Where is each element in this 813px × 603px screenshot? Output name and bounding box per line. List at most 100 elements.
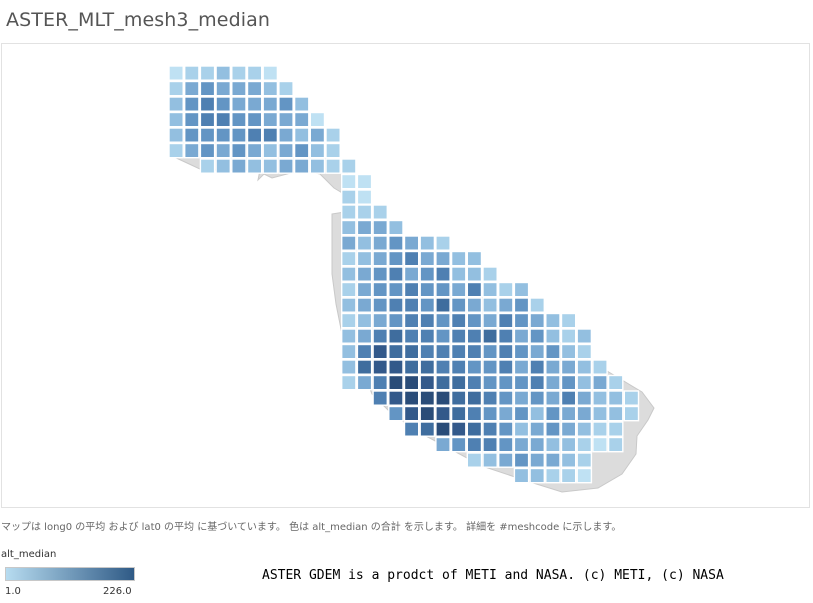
mesh-cell[interactable] xyxy=(372,343,389,360)
mesh-cell[interactable] xyxy=(262,96,279,112)
mesh-cell[interactable] xyxy=(403,281,420,298)
mesh-cell[interactable] xyxy=(498,405,514,422)
mesh-cell[interactable] xyxy=(199,142,216,159)
mesh-cell[interactable] xyxy=(529,452,545,468)
mesh-cell[interactable] xyxy=(498,297,514,313)
mesh-cell[interactable] xyxy=(560,405,577,422)
mesh-cell[interactable] xyxy=(356,359,373,375)
mesh-cell[interactable] xyxy=(466,421,483,437)
mesh-cell[interactable] xyxy=(482,343,498,360)
mesh-cell[interactable] xyxy=(403,250,420,267)
mesh-cell[interactable] xyxy=(388,250,404,267)
mesh-cell[interactable] xyxy=(560,343,577,360)
mesh-cell[interactable] xyxy=(576,374,593,391)
mesh-cell[interactable] xyxy=(607,374,624,391)
mesh-cell[interactable] xyxy=(403,359,420,375)
mesh-cell[interactable] xyxy=(419,297,436,313)
mesh-cell[interactable] xyxy=(231,158,247,174)
mesh-cell[interactable] xyxy=(388,312,404,329)
mesh-cell[interactable] xyxy=(592,405,608,422)
mesh-cell[interactable] xyxy=(341,328,357,344)
mesh-cell[interactable] xyxy=(560,421,577,437)
mesh-cell[interactable] xyxy=(388,390,404,406)
mesh-cell[interactable] xyxy=(403,390,420,406)
mesh-cell[interactable] xyxy=(403,374,420,391)
mesh-cell[interactable] xyxy=(246,96,263,112)
mesh-cell[interactable] xyxy=(419,374,436,391)
mesh-cell[interactable] xyxy=(341,204,357,220)
mesh-cell[interactable] xyxy=(498,452,514,468)
mesh-cell[interactable] xyxy=(231,127,247,143)
mesh-cell[interactable] xyxy=(356,328,373,344)
mesh-cell[interactable] xyxy=(482,390,498,406)
mesh-cell[interactable] xyxy=(262,127,279,143)
mesh-cell[interactable] xyxy=(498,421,514,437)
mesh-cell[interactable] xyxy=(466,374,483,391)
mesh-cell[interactable] xyxy=(435,328,451,344)
mesh-cell[interactable] xyxy=(372,235,389,251)
mesh-cell[interactable] xyxy=(325,158,341,174)
mesh-cell[interactable] xyxy=(560,436,577,453)
mesh-cell[interactable] xyxy=(513,297,530,313)
mesh-cell[interactable] xyxy=(607,390,624,406)
mesh-cell[interactable] xyxy=(231,111,247,128)
mesh-cell[interactable] xyxy=(529,436,545,453)
mesh-cell[interactable] xyxy=(576,436,593,453)
mesh-cell[interactable] xyxy=(482,359,498,375)
mesh-cell[interactable] xyxy=(372,250,389,267)
mesh-cell[interactable] xyxy=(513,312,530,329)
mesh-cell[interactable] xyxy=(560,312,577,329)
mesh-cell[interactable] xyxy=(215,127,232,143)
mesh-cell[interactable] xyxy=(560,390,577,406)
mesh-cell[interactable] xyxy=(215,158,232,174)
mesh-cell[interactable] xyxy=(529,312,545,329)
map-panel[interactable] xyxy=(1,43,810,508)
mesh-cell[interactable] xyxy=(529,421,545,437)
mesh-cell[interactable] xyxy=(168,111,184,128)
mesh-cell[interactable] xyxy=(529,390,545,406)
mesh-cell[interactable] xyxy=(372,297,389,313)
mesh-cell[interactable] xyxy=(466,343,483,360)
mesh-cell[interactable] xyxy=(498,281,514,298)
mesh-cell[interactable] xyxy=(513,328,530,344)
mesh-cell[interactable] xyxy=(293,96,310,112)
mesh-cell[interactable] xyxy=(262,111,279,128)
mesh-cell[interactable] xyxy=(623,405,640,422)
mesh-cell[interactable] xyxy=(607,405,624,422)
mesh-cell[interactable] xyxy=(482,421,498,437)
mesh-cell[interactable] xyxy=(450,374,467,391)
mesh-cell[interactable] xyxy=(356,297,373,313)
mesh-cell[interactable] xyxy=(246,80,263,97)
mesh-cell[interactable] xyxy=(529,405,545,422)
mesh-cell[interactable] xyxy=(309,127,326,143)
mesh-cell[interactable] xyxy=(513,452,530,468)
mesh-cell[interactable] xyxy=(183,142,200,159)
mesh-cell[interactable] xyxy=(372,266,389,282)
mesh-cell[interactable] xyxy=(545,467,561,484)
mesh-cell[interactable] xyxy=(435,297,451,313)
mesh-cell[interactable] xyxy=(435,235,451,251)
mesh-cell[interactable] xyxy=(199,96,216,112)
mesh-cell[interactable] xyxy=(356,343,373,360)
mesh-cell[interactable] xyxy=(482,312,498,329)
mesh-cell[interactable] xyxy=(388,281,404,298)
mesh-cell[interactable] xyxy=(183,80,200,97)
mesh-cell[interactable] xyxy=(450,281,467,298)
mesh-cell[interactable] xyxy=(450,266,467,282)
mesh-cell[interactable] xyxy=(592,374,608,391)
mesh-cell[interactable] xyxy=(183,96,200,112)
mesh-cell[interactable] xyxy=(466,359,483,375)
mesh-cell[interactable] xyxy=(388,235,404,251)
mesh-cell[interactable] xyxy=(262,80,279,97)
mesh-cell[interactable] xyxy=(168,127,184,143)
mesh-cell[interactable] xyxy=(529,374,545,391)
mesh-cell[interactable] xyxy=(341,374,357,391)
mesh-cell[interactable] xyxy=(168,80,184,97)
mesh-cell[interactable] xyxy=(482,374,498,391)
mesh-cell[interactable] xyxy=(215,80,232,97)
mesh-cell[interactable] xyxy=(341,189,357,205)
mesh-cell[interactable] xyxy=(372,281,389,298)
mesh-cell[interactable] xyxy=(498,343,514,360)
mesh-cell[interactable] xyxy=(293,111,310,128)
mesh-cell[interactable] xyxy=(341,173,357,190)
